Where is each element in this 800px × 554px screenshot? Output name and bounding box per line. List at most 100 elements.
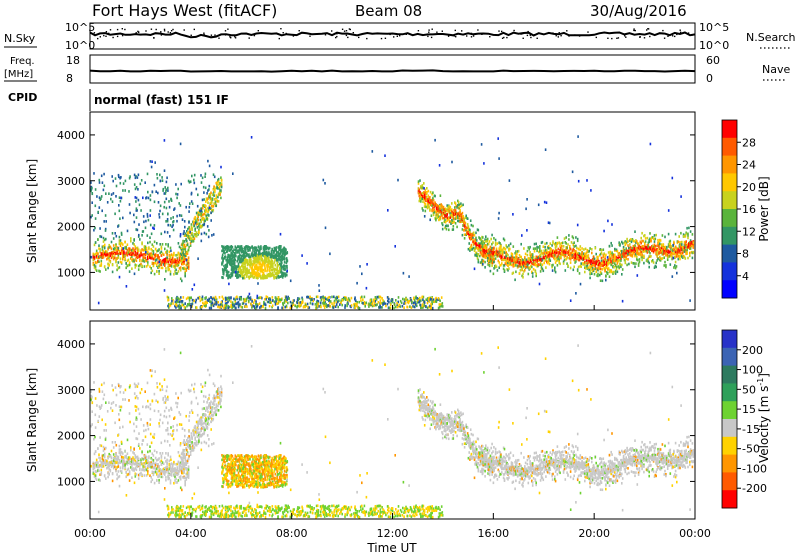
power-cell xyxy=(441,214,443,217)
power-cell xyxy=(97,252,99,256)
power-cell xyxy=(278,264,280,267)
power-cell xyxy=(566,252,568,255)
power-cell xyxy=(507,257,509,260)
power-cell xyxy=(647,257,650,260)
power-cell xyxy=(438,218,440,222)
power-cell xyxy=(177,304,179,308)
power-cell xyxy=(581,257,583,260)
power-cell xyxy=(298,301,300,305)
power-cell xyxy=(324,304,326,307)
nsearch-dot xyxy=(172,28,174,31)
power-cell xyxy=(167,186,169,190)
power-cell xyxy=(90,181,92,184)
power-cell xyxy=(165,188,167,191)
power-cell xyxy=(315,306,318,309)
power-cell xyxy=(429,296,432,300)
nsearch-dot xyxy=(116,35,119,38)
power-cell xyxy=(452,228,455,231)
power-cell xyxy=(167,244,169,248)
power-cell xyxy=(633,262,635,265)
power-cell xyxy=(374,296,377,299)
power-cell xyxy=(101,256,104,259)
power-cell xyxy=(620,265,622,269)
power-cell xyxy=(181,300,184,303)
power-cell xyxy=(255,257,257,261)
power-cell xyxy=(230,296,232,300)
nsearch-dot xyxy=(183,29,185,31)
power-cell xyxy=(153,200,156,204)
power-cell xyxy=(512,260,515,263)
power-cell xyxy=(434,194,436,198)
power-cell xyxy=(270,274,273,277)
power-cell xyxy=(285,261,288,265)
power-cell xyxy=(220,182,223,185)
power-cell xyxy=(593,272,596,276)
power-cell xyxy=(422,295,425,299)
power-cell xyxy=(196,226,199,229)
power-cell xyxy=(614,272,617,275)
power-cell xyxy=(112,255,115,259)
power-cell xyxy=(157,201,160,204)
power-cell xyxy=(143,253,146,256)
power-cell xyxy=(251,300,253,303)
nsearch-dot xyxy=(116,28,119,31)
power-cell xyxy=(185,254,188,257)
power-cell xyxy=(169,256,172,260)
power-cell xyxy=(217,200,220,203)
power-cell xyxy=(244,272,247,276)
power-cell xyxy=(600,261,603,265)
power-cell xyxy=(569,251,572,255)
power-cell xyxy=(580,265,582,268)
power-cell xyxy=(612,259,614,262)
power-cell xyxy=(197,215,199,219)
power-cell xyxy=(546,260,548,264)
power-cell xyxy=(254,253,257,256)
power-cell xyxy=(99,264,101,267)
power-cell xyxy=(644,244,646,248)
power-cell xyxy=(416,304,418,308)
power-cell xyxy=(257,259,260,263)
power-cell xyxy=(377,295,380,299)
power-cell xyxy=(256,254,258,258)
power-cell xyxy=(469,249,471,252)
power-cell xyxy=(438,215,440,218)
power-cell xyxy=(381,306,383,309)
power-cell xyxy=(229,257,231,260)
nsky-trace xyxy=(89,31,696,39)
power-cell xyxy=(161,243,164,246)
power-cell xyxy=(122,257,124,261)
power-cell xyxy=(165,259,167,263)
power-cell xyxy=(215,302,218,306)
power-cell xyxy=(260,254,262,258)
power-cell xyxy=(169,303,172,307)
power-cell xyxy=(425,205,427,209)
power-cell xyxy=(95,254,98,258)
power-cell xyxy=(107,247,109,251)
power-cell xyxy=(429,199,432,203)
power-cell xyxy=(166,295,169,299)
power-cell xyxy=(122,243,124,246)
power-cell xyxy=(156,270,158,273)
power-cell xyxy=(579,248,582,252)
power-cell xyxy=(120,248,123,252)
power-cell xyxy=(115,260,117,264)
nsearch-dot xyxy=(667,35,669,37)
power-cell xyxy=(319,296,322,299)
power-cell xyxy=(94,268,97,271)
power-cell xyxy=(212,233,215,236)
power-cell xyxy=(118,252,121,255)
power-cell xyxy=(539,258,542,261)
power-cell xyxy=(567,256,569,260)
nsearch-dot xyxy=(560,35,562,37)
power-cell xyxy=(240,305,242,309)
power-cell xyxy=(231,304,234,307)
power-cell xyxy=(535,255,537,259)
power-cell xyxy=(283,253,286,257)
power-cell xyxy=(259,252,261,256)
power-cell xyxy=(530,255,532,259)
power-cell xyxy=(194,300,197,304)
nsearch-dot xyxy=(203,32,205,34)
power-cell xyxy=(625,255,627,259)
power-cell xyxy=(508,267,510,270)
power-cell xyxy=(475,239,478,242)
